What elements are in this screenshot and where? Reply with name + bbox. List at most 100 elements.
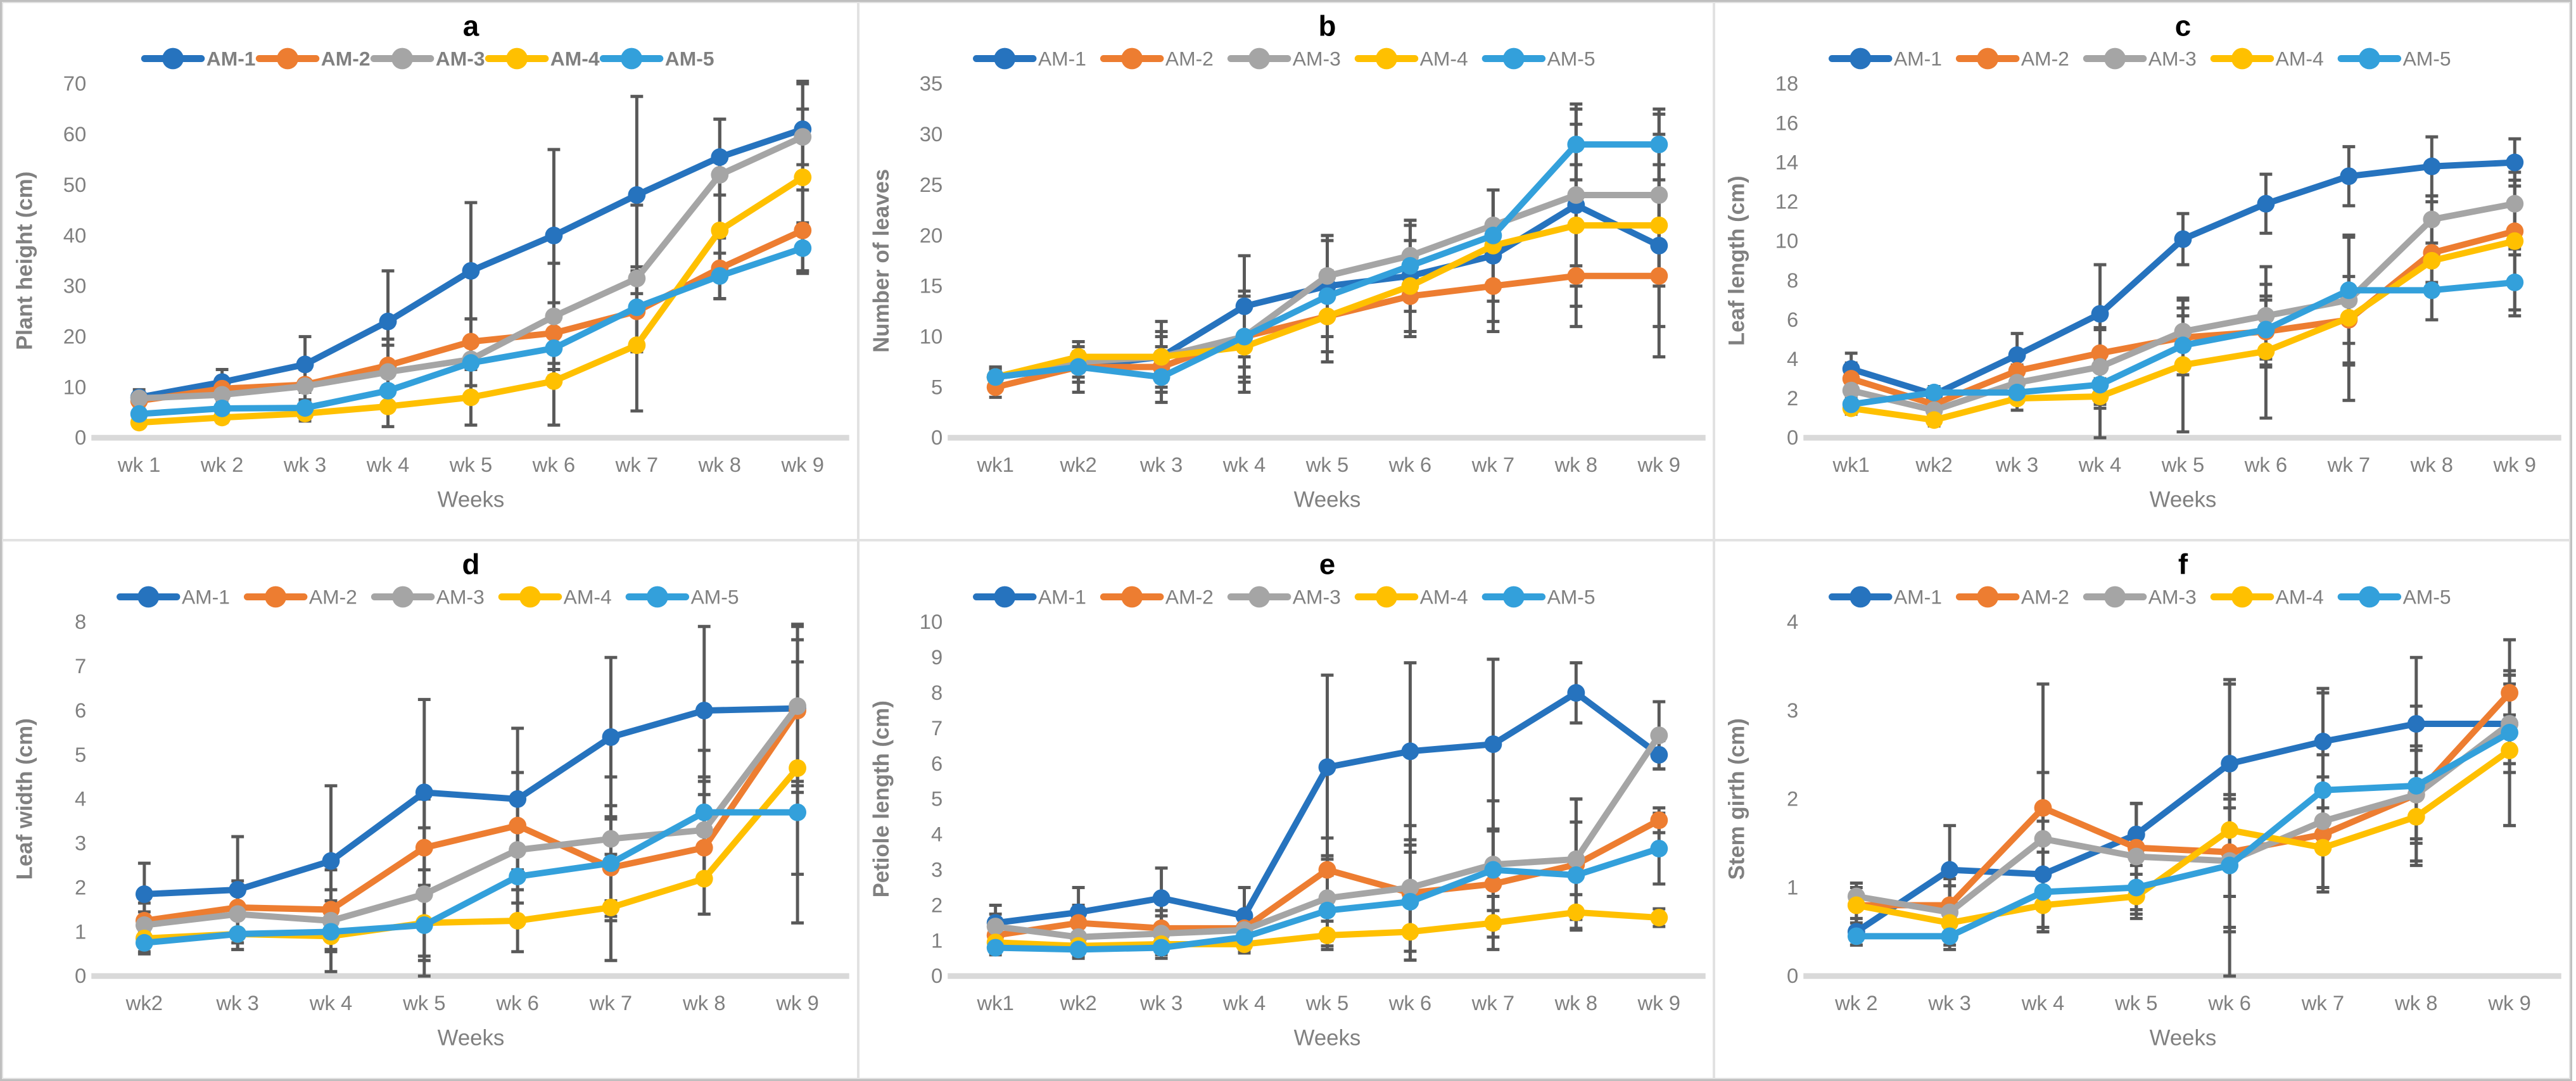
x-tick-label: wk 8 — [2410, 453, 2453, 476]
x-tick-label: wk 7 — [1471, 991, 1514, 1015]
data-point-AM-2 — [1318, 861, 1336, 879]
legend-dot-marker — [137, 586, 160, 608]
legend-item-AM-2: AM-2 — [1956, 47, 2069, 70]
x-tick-label: wk 3 — [1139, 453, 1182, 476]
data-point-AM-5 — [1152, 368, 1171, 386]
data-point-AM-3 — [509, 841, 527, 859]
y-tick-label: 2 — [931, 894, 942, 917]
y-tick-label: 6 — [1787, 308, 1798, 331]
series-line-AM-3 — [1853, 721, 2513, 916]
data-point-AM-4 — [695, 870, 713, 888]
series-line-AM-1 — [141, 705, 801, 898]
data-point-AM-3 — [711, 166, 729, 184]
legend-dot-marker — [1120, 47, 1143, 70]
legend-item-AM-1: AM-1 — [1829, 586, 1942, 609]
x-tick-label: wk 2 — [200, 453, 243, 476]
data-point-AM-3 — [2506, 194, 2524, 213]
legend-item-AM-1: AM-1 — [972, 47, 1086, 70]
legend-dot-marker — [646, 586, 668, 608]
legend-label: AM-2 — [321, 47, 371, 70]
x-tick-label: wk 5 — [2161, 453, 2204, 476]
legend-dot-marker — [1850, 586, 1872, 608]
data-point-AM-5 — [213, 400, 231, 417]
data-point-AM-3 — [2257, 307, 2275, 325]
y-tick-label: 8 — [931, 681, 942, 704]
data-point-AM-2 — [509, 817, 527, 835]
data-point-AM-2 — [462, 332, 480, 351]
data-point-AM-5 — [1401, 893, 1419, 911]
data-point-AM-4 — [2314, 839, 2332, 857]
legend-item-AM-2: AM-2 — [1100, 47, 1214, 70]
data-point-AM-5 — [1843, 395, 1860, 414]
y-tick-label: 30 — [63, 274, 86, 298]
data-point-AM-1 — [415, 783, 433, 802]
legend-label: AM-2 — [1165, 47, 1214, 70]
legend-dot-marker — [506, 47, 528, 70]
data-point-AM-3 — [794, 128, 812, 146]
data-point-AM-5 — [695, 804, 713, 822]
data-point-AM-5 — [1650, 840, 1668, 858]
data-point-AM-3 — [135, 916, 153, 935]
panel-d: d AM-1 AM-2 AM-3 AM-4 AM-5 0 1 2 3 4 5 6 7 8 Leaf width… — [2, 540, 858, 1079]
legend-dot-marker — [2359, 586, 2381, 608]
data-point-AM-4 — [545, 372, 563, 390]
legend-label: AM-4 — [1419, 586, 1468, 609]
x-axis-title: Weeks — [1293, 1026, 1361, 1051]
data-point-AM-5 — [794, 239, 812, 257]
data-point-AM-4 — [1941, 914, 1959, 932]
data-point-AM-5 — [1069, 940, 1088, 959]
data-point-AM-4 — [789, 759, 807, 778]
data-point-AM-4 — [1650, 909, 1668, 927]
data-point-AM-1 — [1650, 236, 1668, 255]
x-tick-label: wk 9 — [775, 991, 818, 1015]
data-point-AM-4 — [1567, 904, 1585, 921]
data-point-AM-1 — [296, 355, 314, 374]
data-point-AM-3 — [2314, 812, 2332, 831]
legend-item-AM-2: AM-2 — [1956, 586, 2069, 609]
legend-label: AM-3 — [1292, 586, 1340, 609]
data-point-AM-4 — [1484, 914, 1502, 932]
data-point-AM-5 — [1152, 939, 1171, 957]
y-tick-label: 2 — [1787, 386, 1798, 410]
x-tick-label: wk 4 — [1222, 991, 1265, 1015]
legend-label: AM-1 — [1038, 586, 1086, 609]
data-point-AM-3 — [1650, 186, 1668, 204]
x-tick-label: wk 6 — [495, 991, 538, 1015]
chart-f: f AM-1 AM-2 AM-3 AM-4 AM-5 0 1 2 3 4 Stem girth (cm… — [1725, 548, 2562, 1051]
y-tick-label: 12 — [1775, 190, 1799, 213]
y-tick-label: 3 — [75, 831, 86, 855]
legend-item-AM-2: AM-2 — [243, 586, 357, 609]
legend-label: AM-4 — [564, 586, 612, 609]
x-tick-label: wk 3 — [215, 991, 258, 1015]
x-tick-label: wk 3 — [1995, 453, 2038, 476]
x-tick-label: wk 9 — [781, 453, 824, 476]
data-point-AM-3 — [229, 905, 247, 923]
data-point-AM-3 — [695, 821, 713, 839]
legend-item-AM-1: AM-1 — [972, 586, 1086, 609]
series-AM-3 — [135, 697, 807, 935]
data-point-AM-3 — [628, 269, 646, 288]
y-tick-label: 1 — [1787, 876, 1798, 899]
data-point-AM-1 — [2091, 305, 2109, 323]
x-tick-label: wk 8 — [682, 991, 725, 1015]
data-point-AM-1 — [135, 885, 153, 904]
data-point-AM-1 — [462, 262, 480, 280]
x-tick-label: wk2 — [125, 991, 163, 1015]
y-tick-label: 6 — [75, 699, 86, 722]
legend-item-AM-5: AM-5 — [599, 47, 714, 70]
data-point-AM-2 — [2314, 826, 2332, 844]
legend-label: AM-1 — [1894, 586, 1942, 609]
data-point-AM-4 — [462, 388, 480, 407]
data-point-AM-5 — [545, 339, 563, 357]
y-tick-label: 15 — [919, 274, 942, 298]
legend-item-AM-1: AM-1 — [1829, 47, 1942, 70]
x-tick-label: wk1 — [976, 453, 1013, 476]
x-tick-label: wk 3 — [1139, 991, 1182, 1015]
x-tick-label: wk 8 — [1554, 453, 1597, 476]
data-point-AM-5 — [2423, 281, 2441, 300]
legend-item-AM-4: AM-4 — [1354, 586, 1468, 609]
legend-dot-marker — [277, 47, 298, 70]
y-tick-label: 0 — [1787, 964, 1798, 988]
legend-dot-marker — [519, 586, 541, 608]
data-point-AM-5 — [1484, 226, 1502, 244]
